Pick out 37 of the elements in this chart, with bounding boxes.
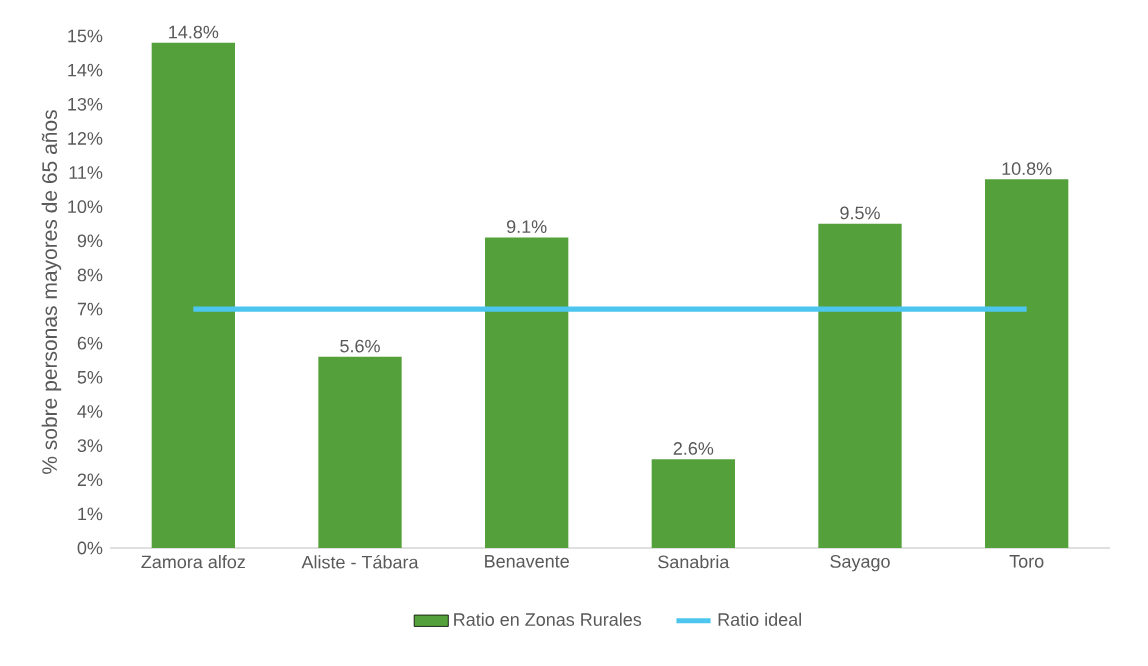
y-tick-label: 14% bbox=[68, 63, 103, 77]
x-tick-label: Sayago bbox=[830, 555, 890, 572]
legend-label: Ratio en Zonas Rurales bbox=[454, 612, 642, 626]
x-tick-label: Zamora alfoz bbox=[141, 555, 245, 569]
bar bbox=[318, 356, 402, 548]
y-tick-label: 13% bbox=[68, 97, 103, 111]
data-label: 9.5% bbox=[840, 206, 880, 220]
legend-label: Ratio ideal bbox=[718, 612, 801, 626]
y-tick-label: 5% bbox=[77, 371, 103, 384]
x-tick-label: Benavente bbox=[485, 555, 569, 568]
data-label: 5.6% bbox=[340, 339, 380, 353]
data-label: 2.6% bbox=[673, 442, 714, 455]
y-tick-label: 15% bbox=[68, 29, 103, 43]
bar bbox=[485, 237, 569, 548]
bar bbox=[651, 459, 735, 548]
y-tick-label: 0% bbox=[77, 541, 103, 555]
x-tick-label: Toro bbox=[1009, 555, 1044, 568]
y-tick-label: 4% bbox=[77, 405, 103, 418]
y-tick-label: 11% bbox=[69, 166, 103, 179]
data-label: 10.8% bbox=[1002, 162, 1052, 175]
y-tick-label: 2% bbox=[77, 473, 103, 487]
y-axis-title: % sobre personas mayores de 65 años bbox=[41, 110, 62, 474]
x-tick-label: Aliste - Tábara bbox=[301, 555, 419, 569]
y-tick-label: 1% bbox=[78, 507, 103, 521]
y-tick-label: 3% bbox=[77, 439, 103, 452]
y-tick-label: 6% bbox=[77, 336, 103, 350]
y-tick-label: 7% bbox=[77, 302, 103, 316]
bar bbox=[151, 42, 235, 548]
bar bbox=[985, 179, 1069, 548]
y-tick-label: 8% bbox=[77, 268, 103, 282]
data-label: 14.8% bbox=[169, 25, 219, 39]
bar bbox=[818, 223, 902, 548]
y-tick-label: 10% bbox=[68, 200, 103, 214]
data-label: 9.1% bbox=[507, 220, 547, 233]
y-tick-label: 12% bbox=[68, 132, 103, 145]
y-tick-label: 9% bbox=[77, 234, 103, 248]
x-tick-label: Sanabria bbox=[658, 555, 730, 569]
